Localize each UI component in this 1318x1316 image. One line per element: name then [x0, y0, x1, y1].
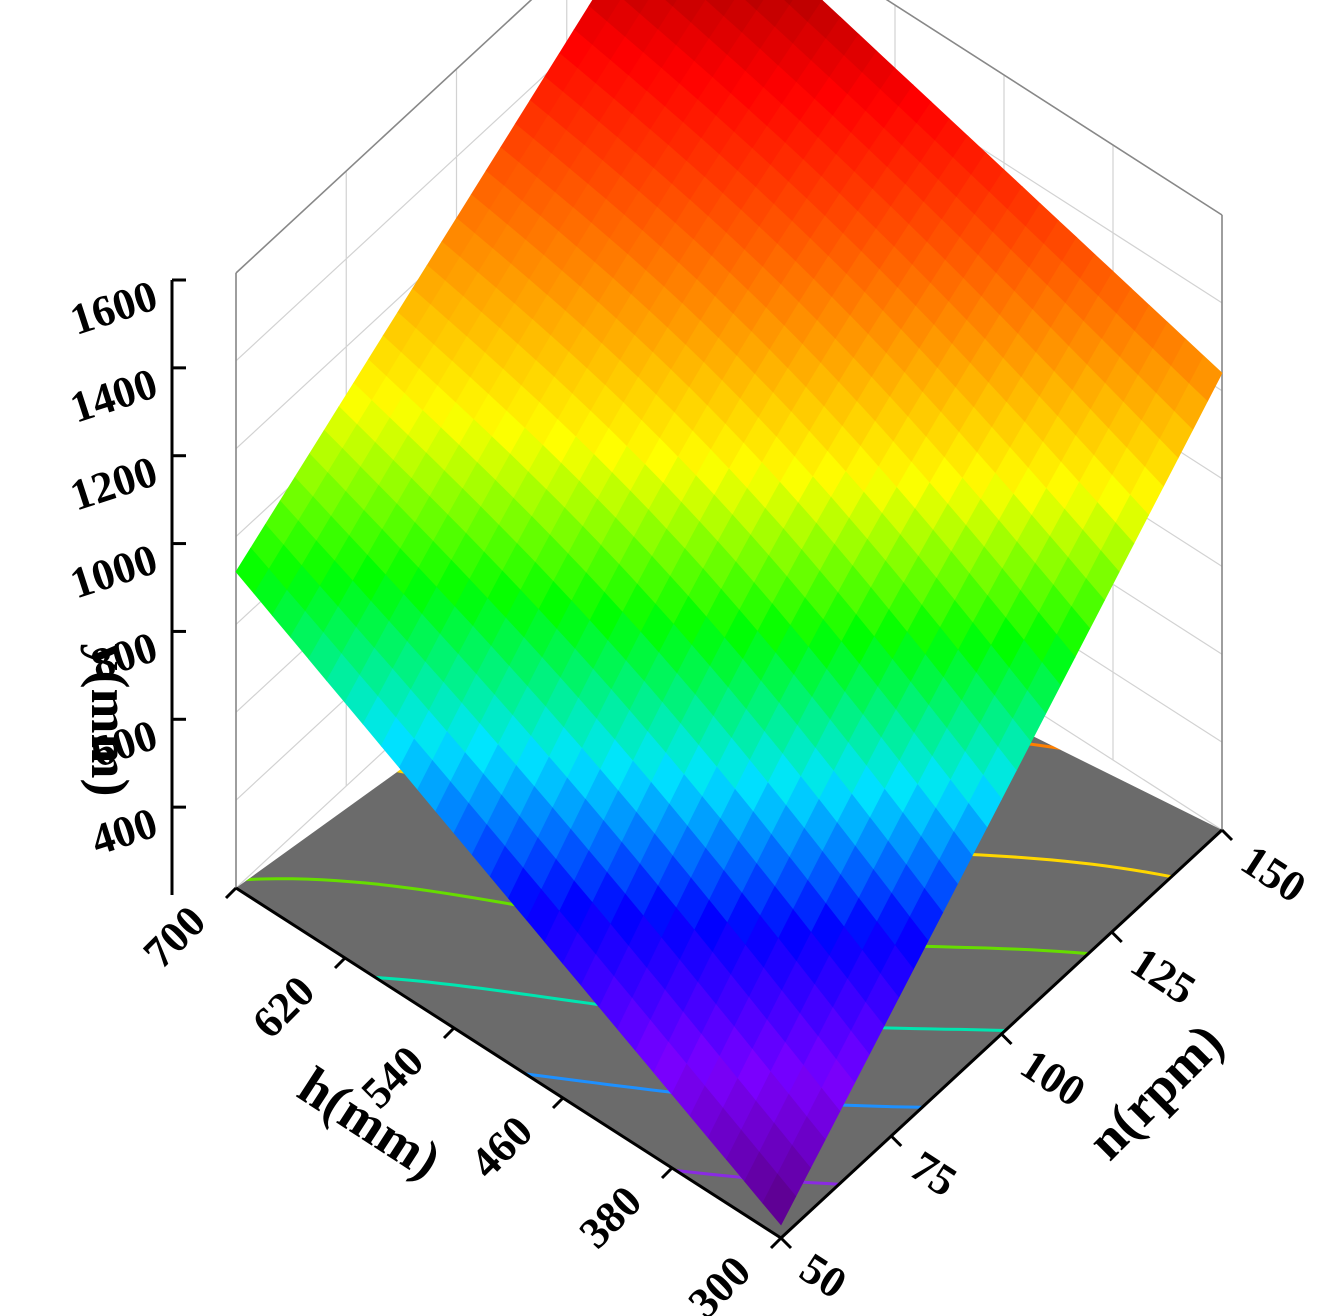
h-tick-mark	[224, 886, 238, 900]
n-tick-mark	[1110, 930, 1123, 944]
y-tick-label: 1600	[64, 271, 163, 345]
n-tick-mark	[890, 1134, 903, 1148]
h-tick-label: 300	[679, 1246, 760, 1316]
surface-patch	[744, 0, 765, 12]
h-tick-label: 700	[134, 896, 215, 977]
h-tick-mark	[660, 1166, 674, 1180]
h-tick-mark	[442, 1026, 456, 1040]
n-tick-label: 150	[1233, 835, 1315, 912]
h-tick-mark	[333, 956, 347, 970]
n-tick-mark	[1220, 828, 1234, 842]
wall-gridline	[235, 0, 1223, 362]
n-tick-label: 50	[792, 1243, 856, 1308]
response-surface	[235, 0, 1223, 1226]
h-tick-mark	[769, 1236, 783, 1250]
surface-patch	[762, 1173, 797, 1226]
n-tick-mark	[779, 1236, 793, 1250]
y-tick-label: 1200	[64, 447, 163, 521]
y-tick-label: 400	[85, 798, 163, 865]
wall-edge	[235, 0, 533, 274]
surface-patch	[782, 0, 794, 7]
h-tick-label: 620	[243, 966, 324, 1047]
surface-patch	[664, 0, 678, 8]
n-tick-label: 125	[1122, 937, 1204, 1014]
h-tick-label: 380	[570, 1176, 651, 1257]
h-axis-line	[235, 886, 782, 1240]
n-axis-title: n(rpm)	[1076, 1012, 1235, 1171]
y-axis-title: y(mm)	[80, 644, 140, 797]
y-tick-label: 1000	[64, 534, 163, 608]
n-tick-label: 75	[902, 1141, 966, 1206]
h-tick-label: 460	[461, 1106, 542, 1187]
n-tick-mark	[1000, 1032, 1013, 1046]
wall-edge	[885, 0, 1223, 216]
n-tick-label: 100	[1012, 1039, 1094, 1116]
h-tick-mark	[551, 1096, 565, 1110]
y-tick-label: 1400	[64, 359, 163, 433]
